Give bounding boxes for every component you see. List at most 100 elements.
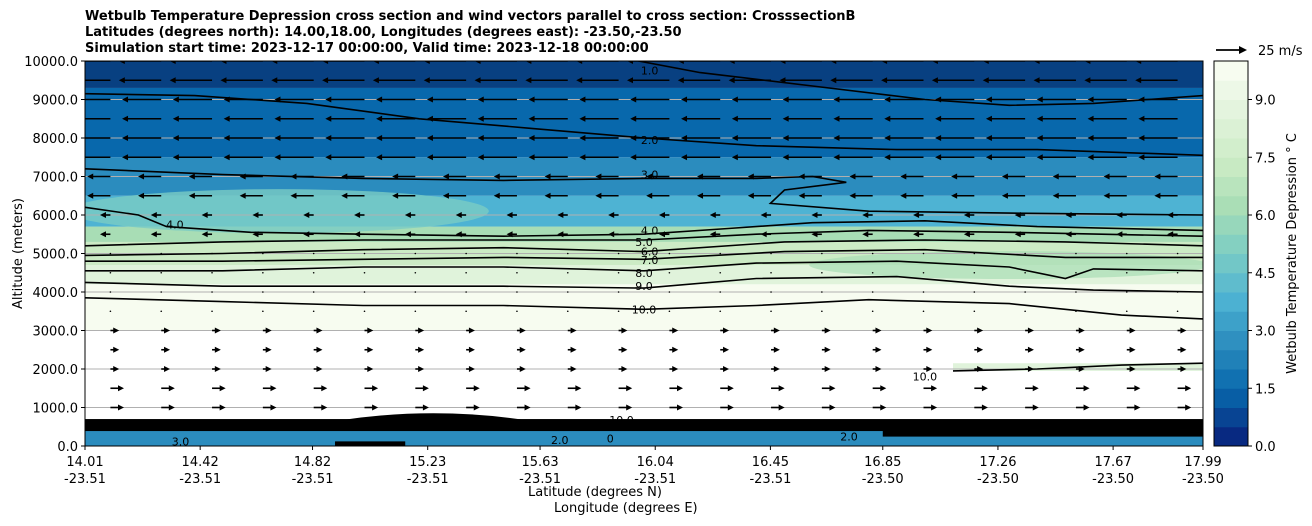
wind-arrowhead xyxy=(100,231,107,238)
wind-arrowhead xyxy=(811,212,818,218)
wind-dot xyxy=(871,291,874,293)
wind-dot xyxy=(262,291,264,293)
wind-arrowhead xyxy=(824,346,831,353)
wind-arrowhead xyxy=(1065,212,1072,218)
wind-arrowhead xyxy=(1129,346,1136,353)
wind-arrowhead xyxy=(201,212,208,218)
wind-arrowhead xyxy=(265,327,272,334)
wind-dot xyxy=(871,310,874,313)
wind-arrowhead xyxy=(935,135,942,141)
wind-arrowhead xyxy=(506,212,513,218)
wind-arrowhead xyxy=(875,366,882,372)
wind-dot xyxy=(414,291,417,293)
wind-dot xyxy=(566,310,569,313)
wind-arrowhead xyxy=(477,115,484,122)
wind-arrowhead xyxy=(316,327,323,334)
wind-arrowhead xyxy=(1014,231,1021,238)
wind-arrowhead xyxy=(773,346,780,353)
x-tick-lon-0: -23.51 xyxy=(64,472,106,487)
wind-dot xyxy=(1125,252,1128,255)
wind-dot xyxy=(566,291,569,293)
wind-dot xyxy=(1176,425,1179,428)
wind-arrowhead xyxy=(931,385,938,392)
wind-arrowhead xyxy=(468,327,475,334)
wind-arrowhead xyxy=(985,115,992,122)
wind-arrowhead xyxy=(659,231,666,238)
colorbar-tick-label-3: 4.5 xyxy=(1255,267,1276,282)
wind-arrowhead xyxy=(1033,61,1040,64)
wind-arrowhead xyxy=(455,231,462,238)
contour-label-3.0: 3.0 xyxy=(641,169,659,182)
wind-dot xyxy=(211,252,213,255)
wind-arrowhead xyxy=(728,61,735,64)
wind-dot xyxy=(465,425,467,428)
wind-arrowhead xyxy=(697,192,704,199)
wind-arrowhead xyxy=(455,212,462,218)
wind-arrowhead xyxy=(630,135,637,141)
wind-arrowhead xyxy=(977,366,984,372)
chart-title-line-3: Simulation start time: 2023-12-17 00:00:… xyxy=(85,41,649,56)
wind-dot xyxy=(871,425,874,428)
x-tick-lat-4: 15.63 xyxy=(521,455,558,470)
wind-dot xyxy=(770,252,772,255)
wind-arrowhead xyxy=(265,346,272,353)
contour-label-9.0: 9.0 xyxy=(635,280,653,293)
wind-arrowhead xyxy=(1036,115,1043,122)
y-tick-label-6: 6000.0 xyxy=(33,209,79,224)
wind-arrowhead xyxy=(219,404,226,411)
wind-arrowhead xyxy=(164,327,171,334)
wind-dot xyxy=(414,271,417,274)
wind-arrowhead xyxy=(963,212,970,218)
wind-arrowhead xyxy=(1167,212,1174,218)
wind-dot xyxy=(109,271,112,274)
wind-arrowhead xyxy=(849,192,856,199)
wind-arrowhead xyxy=(525,61,532,64)
colorbar-segment xyxy=(1214,292,1248,312)
wind-arrowhead xyxy=(426,115,433,122)
wind-arrowhead xyxy=(626,404,633,411)
wind-arrowhead xyxy=(977,327,984,334)
wind-dot xyxy=(1176,291,1179,293)
wind-arrowhead xyxy=(672,366,679,372)
wind-arrowhead xyxy=(367,366,374,372)
wind-arrowhead xyxy=(290,173,297,180)
wind-arrowhead xyxy=(672,346,679,353)
wind-arrowhead xyxy=(727,385,734,392)
wind-dot xyxy=(414,252,417,255)
colorbar-segment xyxy=(1214,61,1248,81)
wind-arrowhead xyxy=(325,115,332,122)
wind-arrowhead xyxy=(392,192,399,199)
wind-arrowhead xyxy=(118,385,125,392)
wind-dot xyxy=(1024,310,1026,313)
x-tick-lat-1: 14.42 xyxy=(182,455,219,470)
wind-vectors xyxy=(85,61,1192,428)
y-tick-label-5: 5000.0 xyxy=(33,248,79,263)
wind-dot xyxy=(668,252,671,255)
y-tick-label-4: 4000.0 xyxy=(33,286,79,301)
wind-arrowhead xyxy=(579,154,586,161)
wind-arrowhead xyxy=(544,192,551,199)
wind-dot xyxy=(719,291,722,293)
wind-arrowhead xyxy=(681,96,688,103)
wind-dot xyxy=(770,310,772,313)
x-tick-lat-7: 16.85 xyxy=(864,455,901,470)
wind-arrowhead xyxy=(697,173,704,180)
wind-dot xyxy=(922,271,925,274)
wind-dot xyxy=(566,271,569,274)
wind-arrowhead xyxy=(963,231,970,238)
wind-arrowhead xyxy=(723,366,730,372)
wind-arrowhead xyxy=(782,115,789,122)
wind-arrowhead xyxy=(621,366,628,372)
wind-dot xyxy=(1075,310,1077,313)
wind-arrowhead xyxy=(824,327,831,334)
wind-arrowhead xyxy=(122,154,129,161)
wind-arrowhead xyxy=(778,404,785,411)
wind-dot xyxy=(973,310,976,313)
wind-arrowhead xyxy=(833,96,840,103)
wind-arrowhead xyxy=(524,404,531,411)
wind-arrowhead xyxy=(214,327,221,334)
wind-arrowhead xyxy=(627,61,634,64)
wind-arrowhead xyxy=(1116,231,1123,238)
wind-arrowhead xyxy=(1083,404,1090,411)
